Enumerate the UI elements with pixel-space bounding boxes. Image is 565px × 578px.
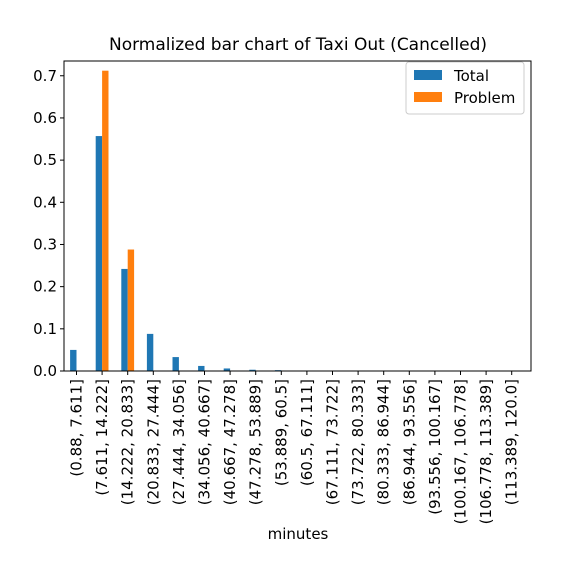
x-tick-label-11: (73.722, 80.333]: [349, 379, 367, 505]
legend: Total Problem: [405, 61, 525, 115]
x-tick-label-2: (14.222, 20.833]: [119, 379, 137, 505]
y-tick-label-4: 0.4: [33, 193, 57, 211]
y-axis: 0.0 0.1 0.2 0.3 0.4 0.5 0.6 0.7: [33, 67, 64, 380]
x-tick-label-15: (100.167, 106.778]: [452, 379, 470, 524]
x-tick-label-13: (86.944, 93.556]: [400, 379, 418, 505]
bar-total-2: [121, 268, 128, 371]
bar-problem-2: [127, 249, 135, 371]
x-axis-label: minutes: [268, 525, 329, 543]
x-tick-label-10: (67.111, 73.722]: [324, 379, 342, 505]
plot-frame: [63, 60, 532, 372]
y-tick-label-3: 0.3: [33, 235, 57, 253]
y-tick-label-1: 0.1: [33, 320, 57, 338]
x-tick-label-1: (7.611, 14.222]: [93, 379, 111, 496]
y-tick-label-0: 0.0: [33, 362, 57, 380]
x-tick-label-14: (93.556, 100.167]: [426, 379, 444, 515]
x-tick-label-6: (40.667, 47.278]: [221, 379, 239, 505]
legend-swatch-total: [414, 70, 442, 80]
x-tick-label-0: (0.88, 7.611]: [68, 379, 86, 477]
legend-swatch-problem: [414, 92, 442, 102]
y-tick-label-2: 0.2: [33, 278, 57, 296]
x-tick-label-12: (80.333, 86.944]: [375, 379, 393, 505]
chart-title: Normalized bar chart of Taxi Out (Cancel…: [109, 35, 487, 55]
x-tick-label-4: (27.444, 34.056]: [170, 379, 188, 505]
legend-label-total: Total: [453, 67, 489, 85]
x-axis: (0.88, 7.611] (7.611, 14.222] (14.222, 20.…: [68, 371, 521, 524]
x-tick-label-5: (34.056, 40.667]: [196, 379, 214, 505]
bars-layer: [70, 70, 512, 371]
y-tick-label-5: 0.5: [33, 151, 57, 169]
bar-total-7: [249, 369, 256, 371]
bar-total-5: [198, 365, 205, 371]
x-tick-label-7: (47.278, 53.889]: [247, 379, 265, 505]
legend-label-problem: Problem: [454, 89, 515, 107]
x-tick-label-9: (60.5, 67.111]: [298, 379, 316, 486]
bar-total-0: [70, 349, 77, 371]
y-tick-label-6: 0.6: [33, 109, 57, 127]
x-tick-label-8: (53.889, 60.5]: [272, 379, 290, 486]
bar-total-6: [223, 368, 231, 371]
x-tick-label-16: (106.778, 113.389]: [477, 379, 495, 524]
y-tick-label-7: 0.7: [33, 67, 57, 85]
x-tick-label-3: (20.833, 27.444]: [144, 379, 162, 505]
bar-total-1: [95, 136, 103, 371]
bar-problem-1: [102, 70, 109, 371]
x-tick-label-17: (113.389, 120.0]: [503, 379, 521, 505]
bar-total-3: [146, 333, 154, 371]
bar-total-4: [172, 357, 179, 371]
